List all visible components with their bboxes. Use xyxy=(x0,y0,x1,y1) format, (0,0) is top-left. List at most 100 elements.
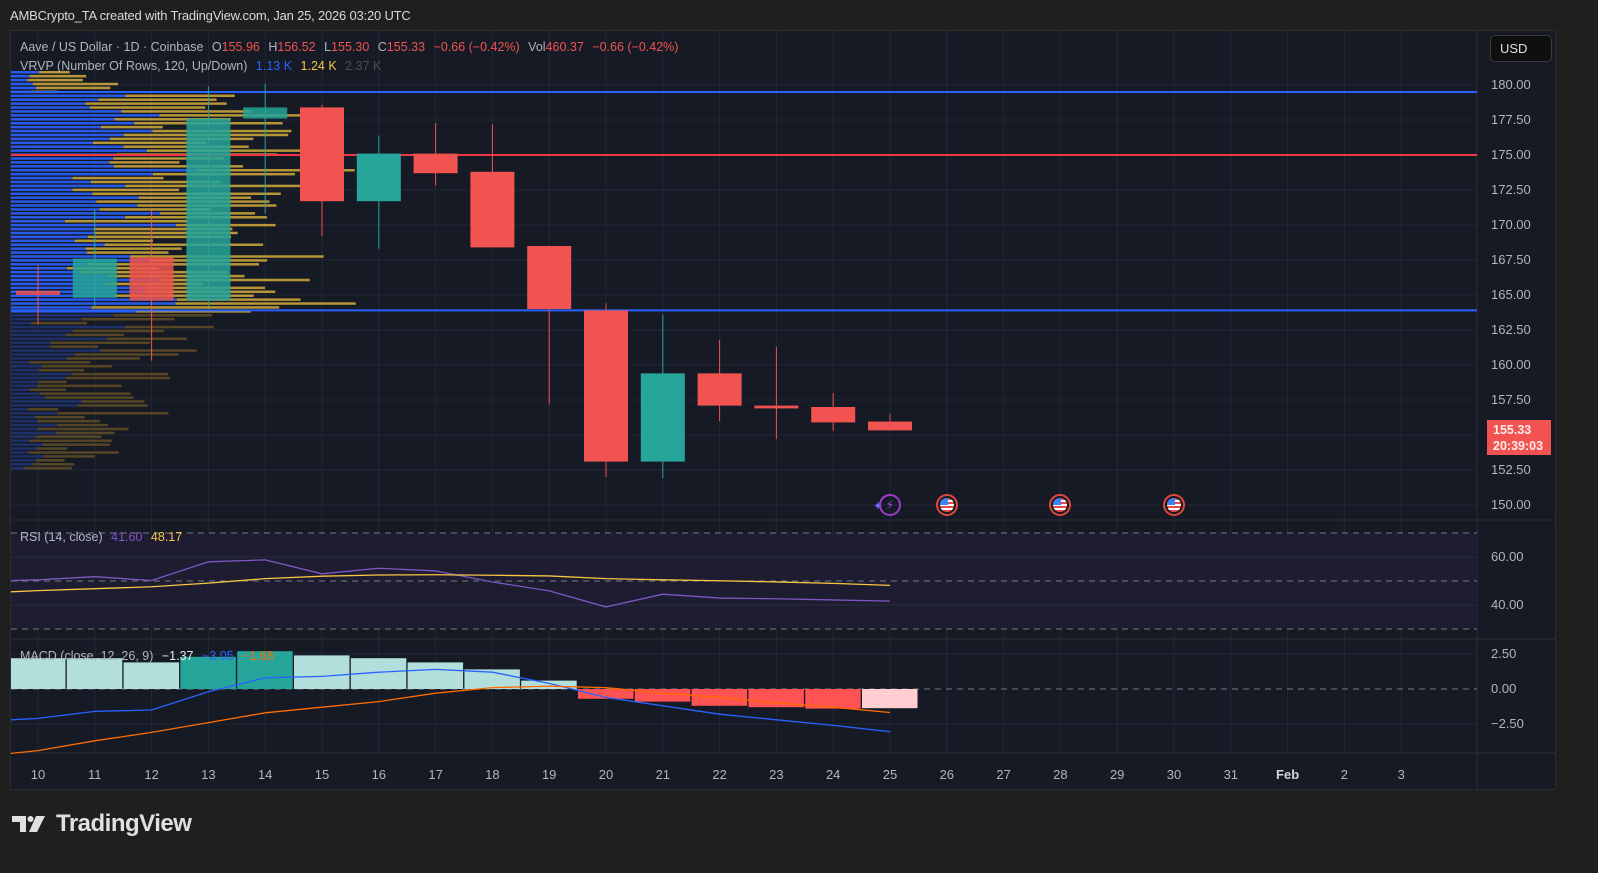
time-axis-label: 22 xyxy=(712,767,727,782)
time-axis-label: 29 xyxy=(1109,767,1125,782)
high-value: 156.52 xyxy=(277,40,316,54)
candle xyxy=(470,171,515,248)
price-axis-label: 180.00 xyxy=(1491,77,1531,92)
rsi-axis-label: 60.00 xyxy=(1491,549,1524,564)
price-axis-label: 160.00 xyxy=(1491,357,1531,372)
tradingview-logo-icon xyxy=(12,816,45,832)
price-axis-label: 152.50 xyxy=(1491,462,1531,477)
candle xyxy=(243,107,288,119)
time-axis-label: 19 xyxy=(541,767,557,782)
candle xyxy=(640,373,685,462)
time-axis-label: 10 xyxy=(30,767,46,782)
candle xyxy=(584,310,628,462)
rsi-value: 41.60 xyxy=(111,530,143,544)
candle xyxy=(754,405,799,409)
vrvp-up-value: 1.13 K xyxy=(255,59,293,73)
macd-axis-label: −2.50 xyxy=(1491,716,1524,731)
vol-label: Vol xyxy=(528,40,546,54)
time-axis-label: 17 xyxy=(428,767,443,782)
bar-countdown: 20:39:03 xyxy=(1493,439,1544,453)
candle xyxy=(697,373,742,406)
vol-change: −0.66 (−0.42%) xyxy=(592,40,679,54)
open-label: O xyxy=(211,40,222,54)
time-axis-label: 28 xyxy=(1053,767,1068,782)
rsi-label: RSI (14, close) xyxy=(20,530,103,544)
candle xyxy=(16,290,60,295)
high-label: H xyxy=(268,40,278,54)
price-axis-label: 167.50 xyxy=(1491,252,1531,267)
candle xyxy=(868,421,912,431)
candle xyxy=(413,153,458,174)
vrvp-total-value: 2.37 K xyxy=(345,59,382,73)
vrvp-legend: VRVP (Number Of Rows, 120, Up/Down) 1.13… xyxy=(20,59,386,73)
candle xyxy=(356,153,401,202)
low-value: 155.30 xyxy=(331,40,370,54)
price-axis-label: 170.00 xyxy=(1491,217,1531,232)
vol-value: 460.37 xyxy=(545,40,584,54)
chart-credit: AMBCrypto_TA created with TradingView.co… xyxy=(10,8,411,23)
chart-panel[interactable]: Aave / US Dollar · 1D · Coinbase O155.96… xyxy=(10,30,1556,790)
candle xyxy=(186,118,231,301)
time-axis-label: 21 xyxy=(655,767,671,782)
open-value: 155.96 xyxy=(221,40,260,54)
time-axis-label: 15 xyxy=(314,767,330,782)
price-axis-label: 165.00 xyxy=(1491,287,1531,302)
macd-hist-value: −1.37 xyxy=(161,649,194,663)
time-axis-label: 24 xyxy=(825,767,841,782)
macd-signal-value: −1.68 xyxy=(242,649,274,663)
time-axis-label: 23 xyxy=(769,767,784,782)
us-flag-event-icon[interactable] xyxy=(1049,494,1072,516)
macd-legend: MACD (close, 12, 26, 9) −1.37 −3.05 −1.6… xyxy=(20,649,279,663)
us-flag-event-icon[interactable] xyxy=(1163,494,1185,516)
price-axis-label: 157.50 xyxy=(1491,392,1531,407)
vrvp-label: VRVP (Number Of Rows, 120, Up/Down) xyxy=(20,59,248,73)
chart-canvas[interactable] xyxy=(11,31,1556,790)
price-axis-label: 177.50 xyxy=(1491,112,1531,127)
price-axis-label: 172.50 xyxy=(1491,182,1531,197)
time-axis-label: 12 xyxy=(144,767,159,782)
price-axis-label: 162.50 xyxy=(1491,322,1531,337)
rsi-legend: RSI (14, close) 41.60 48.17 xyxy=(20,530,187,544)
candle xyxy=(300,107,344,202)
last-price: 155.33 xyxy=(1493,423,1532,437)
macd-axis-label: 2.50 xyxy=(1491,646,1517,661)
time-axis-label: 11 xyxy=(88,767,102,782)
candle xyxy=(72,258,117,298)
low-label: L xyxy=(324,40,332,54)
tradingview-logo[interactable]: TradingView xyxy=(12,810,192,838)
price-change: −0.66 (−0.42%) xyxy=(433,40,520,54)
close-label: C xyxy=(377,40,387,54)
rsi-ma-value: 48.17 xyxy=(150,530,183,544)
flash-news-icon[interactable]: ⚡ xyxy=(879,494,901,516)
symbol-title: Aave / US Dollar · 1D · Coinbase xyxy=(20,40,204,54)
sparkle-icon: ✦ xyxy=(873,499,884,513)
us-flag-event-icon[interactable] xyxy=(935,494,958,516)
close-value: 155.33 xyxy=(386,40,426,54)
time-axis-label: Feb xyxy=(1276,767,1300,782)
time-axis-label: 16 xyxy=(371,767,387,782)
symbol-legend: Aave / US Dollar · 1D · Coinbase O155.96… xyxy=(20,40,683,54)
time-axis-label: 2 xyxy=(1340,767,1349,782)
tradingview-wordmark: TradingView xyxy=(56,810,192,837)
time-axis-label: 25 xyxy=(882,767,898,782)
time-axis-label: 13 xyxy=(201,767,216,782)
macd-label: MACD (close, 12, 26, 9) xyxy=(20,649,154,663)
rsi-axis-label: 40.00 xyxy=(1491,597,1524,612)
currency-button[interactable]: USD xyxy=(1490,35,1552,62)
last-price-tag: 155.33 20:39:03 xyxy=(1487,420,1551,455)
time-axis-label: 18 xyxy=(485,767,500,782)
candle xyxy=(129,257,174,301)
candle xyxy=(811,407,856,423)
time-axis-label: 27 xyxy=(996,767,1011,782)
time-axis-label: 20 xyxy=(598,767,614,782)
time-axis-label: 14 xyxy=(257,767,273,782)
time-axis-label: 31 xyxy=(1223,767,1239,782)
price-axis-label: 175.00 xyxy=(1491,147,1531,162)
vrvp-down-value: 1.24 K xyxy=(300,59,337,73)
candle xyxy=(527,246,572,309)
price-axis-label: 150.00 xyxy=(1491,497,1531,512)
time-axis-label: 30 xyxy=(1166,767,1182,782)
macd-value: −3.05 xyxy=(202,649,234,663)
time-axis-label: 3 xyxy=(1397,767,1405,782)
macd-axis-label: 0.00 xyxy=(1491,681,1517,696)
